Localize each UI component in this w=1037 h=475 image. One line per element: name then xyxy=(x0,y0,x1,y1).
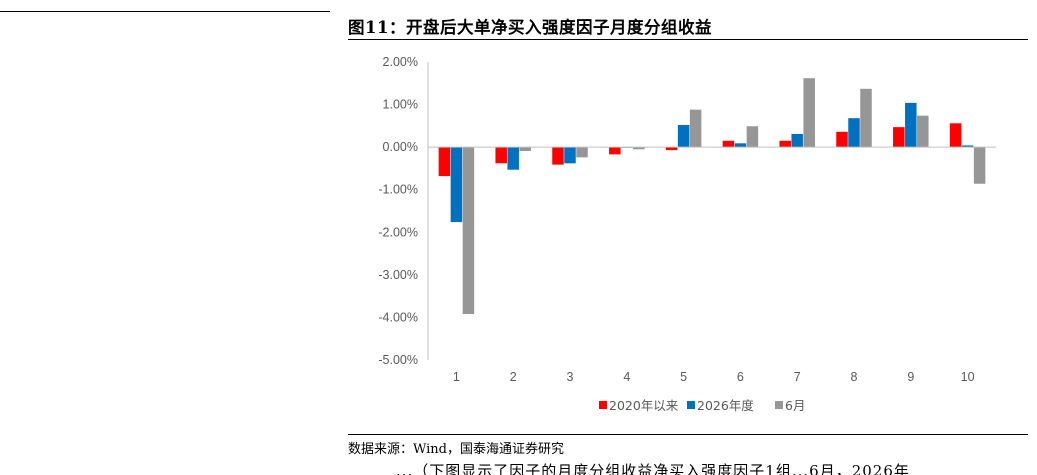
bar-series-2-cat-2 xyxy=(507,147,519,170)
y-axis-ticks: 2.00% 1.00% 0.00% -1.00% -2.00% -3.00% -4.00% -… xyxy=(378,55,418,367)
bar-series-1-cat-4 xyxy=(609,147,621,155)
chart-axes xyxy=(427,62,996,360)
bar-series-1-cat-1 xyxy=(438,147,451,177)
x-tick-label: 4 xyxy=(623,370,630,384)
bar-series-2-cat-5 xyxy=(677,125,690,148)
y-tick-label: -3.00% xyxy=(378,268,418,282)
x-tick-label: 9 xyxy=(907,370,914,384)
bar-series-3-cat-6 xyxy=(746,126,759,148)
legend-label: 2026年度 xyxy=(697,398,754,413)
bar-series-1-cat-7 xyxy=(779,140,791,148)
y-tick-label: 2.00% xyxy=(383,55,418,69)
legend-label: 6月 xyxy=(785,398,805,413)
x-tick-label: 8 xyxy=(851,370,858,384)
bar-series-3-cat-10 xyxy=(973,147,986,184)
top-divider-left xyxy=(0,11,330,12)
x-tick-label: 1 xyxy=(453,370,460,384)
body-text-cutoff: ...（下图显示了因子的月度分组收益净买入强度因子1组...6月，2026年 xyxy=(396,462,910,475)
legend-label: 2020年以来 xyxy=(609,398,679,413)
bar-series-2-cat-1 xyxy=(450,147,463,223)
bar-series-3-cat-7 xyxy=(803,78,815,148)
y-tick-label: -1.00% xyxy=(378,183,418,197)
chart-bars xyxy=(438,78,986,315)
chart-legend: 2020年以来 2026年度 6月 xyxy=(599,398,805,413)
bar-series-3-cat-5 xyxy=(689,109,702,148)
bar-series-1-cat-10 xyxy=(949,123,962,148)
bar-series-1-cat-5 xyxy=(665,147,678,151)
legend-swatch xyxy=(687,401,695,409)
y-tick-label: -5.00% xyxy=(378,353,418,367)
bar-series-2-cat-3 xyxy=(564,147,576,164)
y-tick-label: -2.00% xyxy=(378,225,418,239)
x-tick-label: 10 xyxy=(961,370,975,384)
x-tick-label: 2 xyxy=(510,370,517,384)
bar-series-3-cat-8 xyxy=(860,88,872,148)
bar-series-1-cat-8 xyxy=(836,131,848,148)
figure-title: 图11：开盘后大单净买入强度因子月度分组收益 xyxy=(348,18,712,37)
title-underline xyxy=(348,39,1028,40)
y-tick-label: -4.00% xyxy=(378,310,418,324)
bar-series-1-cat-6 xyxy=(722,140,735,148)
y-tick-label: 1.00% xyxy=(383,98,418,112)
bar-series-1-cat-2 xyxy=(495,147,507,164)
x-tick-label: 6 xyxy=(737,370,744,384)
x-tick-label: 5 xyxy=(680,370,687,384)
x-tick-label: 3 xyxy=(567,370,574,384)
x-tick-label: 7 xyxy=(794,370,801,384)
y-tick-label: 0.00% xyxy=(383,140,418,154)
source-divider xyxy=(348,434,1028,435)
bar-series-2-cat-9 xyxy=(905,102,917,148)
bar-series-3-cat-2 xyxy=(519,147,531,151)
bar-series-3-cat-4 xyxy=(633,147,645,150)
bar-series-2-cat-10 xyxy=(961,145,974,148)
bar-chart: 2.00% 1.00% 0.00% -1.00% -2.00% -3.00% -4.00% -… xyxy=(378,55,996,413)
legend-swatch xyxy=(775,401,783,409)
bar-series-3-cat-9 xyxy=(917,115,929,148)
legend-swatch xyxy=(599,401,607,409)
bar-series-2-cat-8 xyxy=(848,118,860,148)
bar-series-2-cat-6 xyxy=(734,143,747,148)
bar-series-2-cat-7 xyxy=(791,133,803,148)
bar-series-1-cat-3 xyxy=(552,147,564,165)
source-note: 数据来源：Wind，国泰海通证券研究 xyxy=(348,442,564,457)
bar-series-1-cat-9 xyxy=(893,127,905,148)
x-axis-ticks: 1 2 3 4 5 6 7 8 9 10 xyxy=(453,370,975,384)
bar-series-3-cat-3 xyxy=(576,147,588,158)
bar-series-3-cat-1 xyxy=(462,147,475,315)
